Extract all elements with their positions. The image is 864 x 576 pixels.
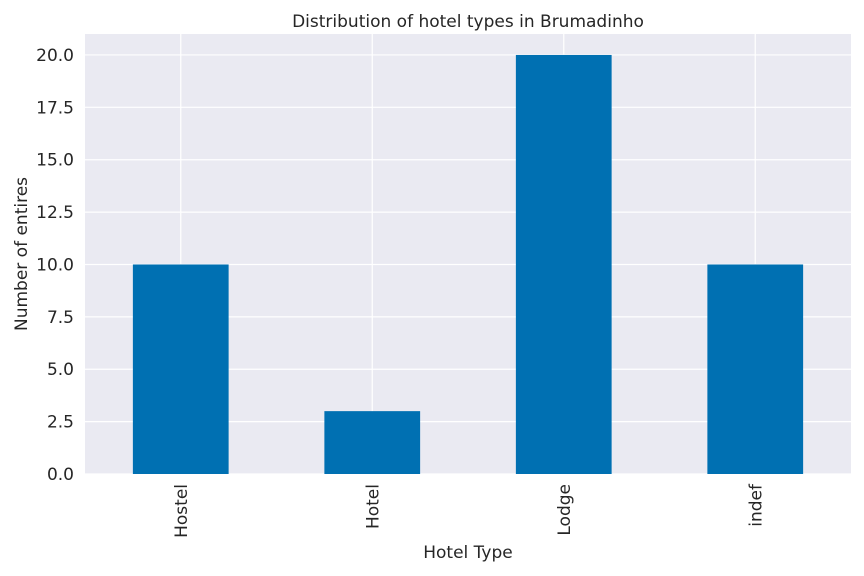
y-tick-label: 20.0 [36,46,74,66]
bars [132,54,804,474]
x-tick-label: Lodge [555,484,575,536]
y-tick-label: 15.0 [36,151,74,171]
y-tick-label: 5.0 [47,360,74,380]
bar-hostel [132,264,229,474]
x-axis-label: Hotel Type [423,543,512,563]
bar-indef [707,264,804,474]
chart-title: Distribution of hotel types in Brumadinh… [292,12,644,32]
x-tick-label: Hostel [172,484,192,538]
y-tick-label: 17.5 [36,98,74,118]
y-tick-label: 2.5 [47,413,74,433]
bar-hotel [324,411,421,474]
y-tick-label: 0.0 [47,465,74,485]
x-tick-labels: Hostel Hotel Lodge indef [172,483,767,538]
y-axis-label: Number of entires [12,177,32,331]
x-tick-label: indef [746,483,766,527]
y-tick-label: 12.5 [36,203,74,223]
y-tick-label: 7.5 [47,308,74,328]
bar-lodge [515,54,612,474]
x-tick-label: Hotel [363,484,383,529]
y-tick-labels: 0.0 2.5 5.0 7.5 10.0 12.5 15.0 17.5 20.0 [36,46,74,485]
y-tick-label: 10.0 [36,255,74,275]
